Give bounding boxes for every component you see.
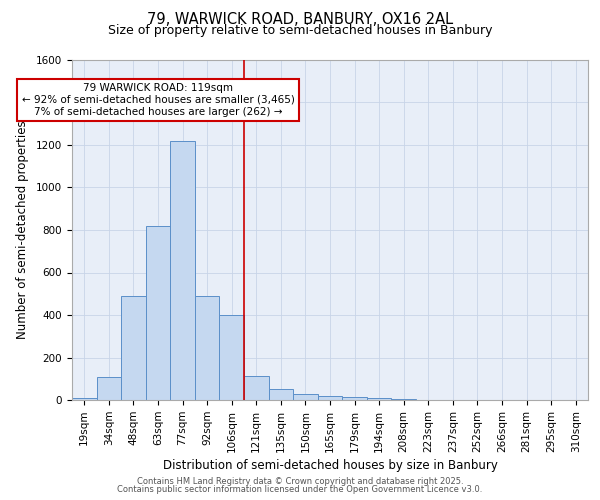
Bar [146, 226, 170, 400]
Bar [244, 376, 269, 400]
Text: 79 WARWICK ROAD: 119sqm
← 92% of semi-detached houses are smaller (3,465)
7% of : 79 WARWICK ROAD: 119sqm ← 92% of semi-de… [22, 84, 295, 116]
Text: Size of property relative to semi-detached houses in Banbury: Size of property relative to semi-detach… [108, 24, 492, 37]
Text: Contains public sector information licensed under the Open Government Licence v3: Contains public sector information licen… [118, 485, 482, 494]
Bar [220, 315, 244, 400]
Bar [72, 398, 97, 400]
Y-axis label: Number of semi-detached properties: Number of semi-detached properties [16, 120, 29, 340]
Text: Contains HM Land Registry data © Crown copyright and database right 2025.: Contains HM Land Registry data © Crown c… [137, 477, 463, 486]
Bar [293, 394, 318, 400]
Bar [318, 396, 342, 400]
Bar [170, 140, 195, 400]
Bar [391, 399, 416, 400]
Bar [367, 398, 391, 400]
Bar [195, 296, 220, 400]
Bar [269, 390, 293, 400]
Bar [97, 376, 121, 400]
X-axis label: Distribution of semi-detached houses by size in Banbury: Distribution of semi-detached houses by … [163, 459, 497, 472]
Text: 79, WARWICK ROAD, BANBURY, OX16 2AL: 79, WARWICK ROAD, BANBURY, OX16 2AL [147, 12, 453, 28]
Bar [342, 397, 367, 400]
Bar [121, 296, 146, 400]
